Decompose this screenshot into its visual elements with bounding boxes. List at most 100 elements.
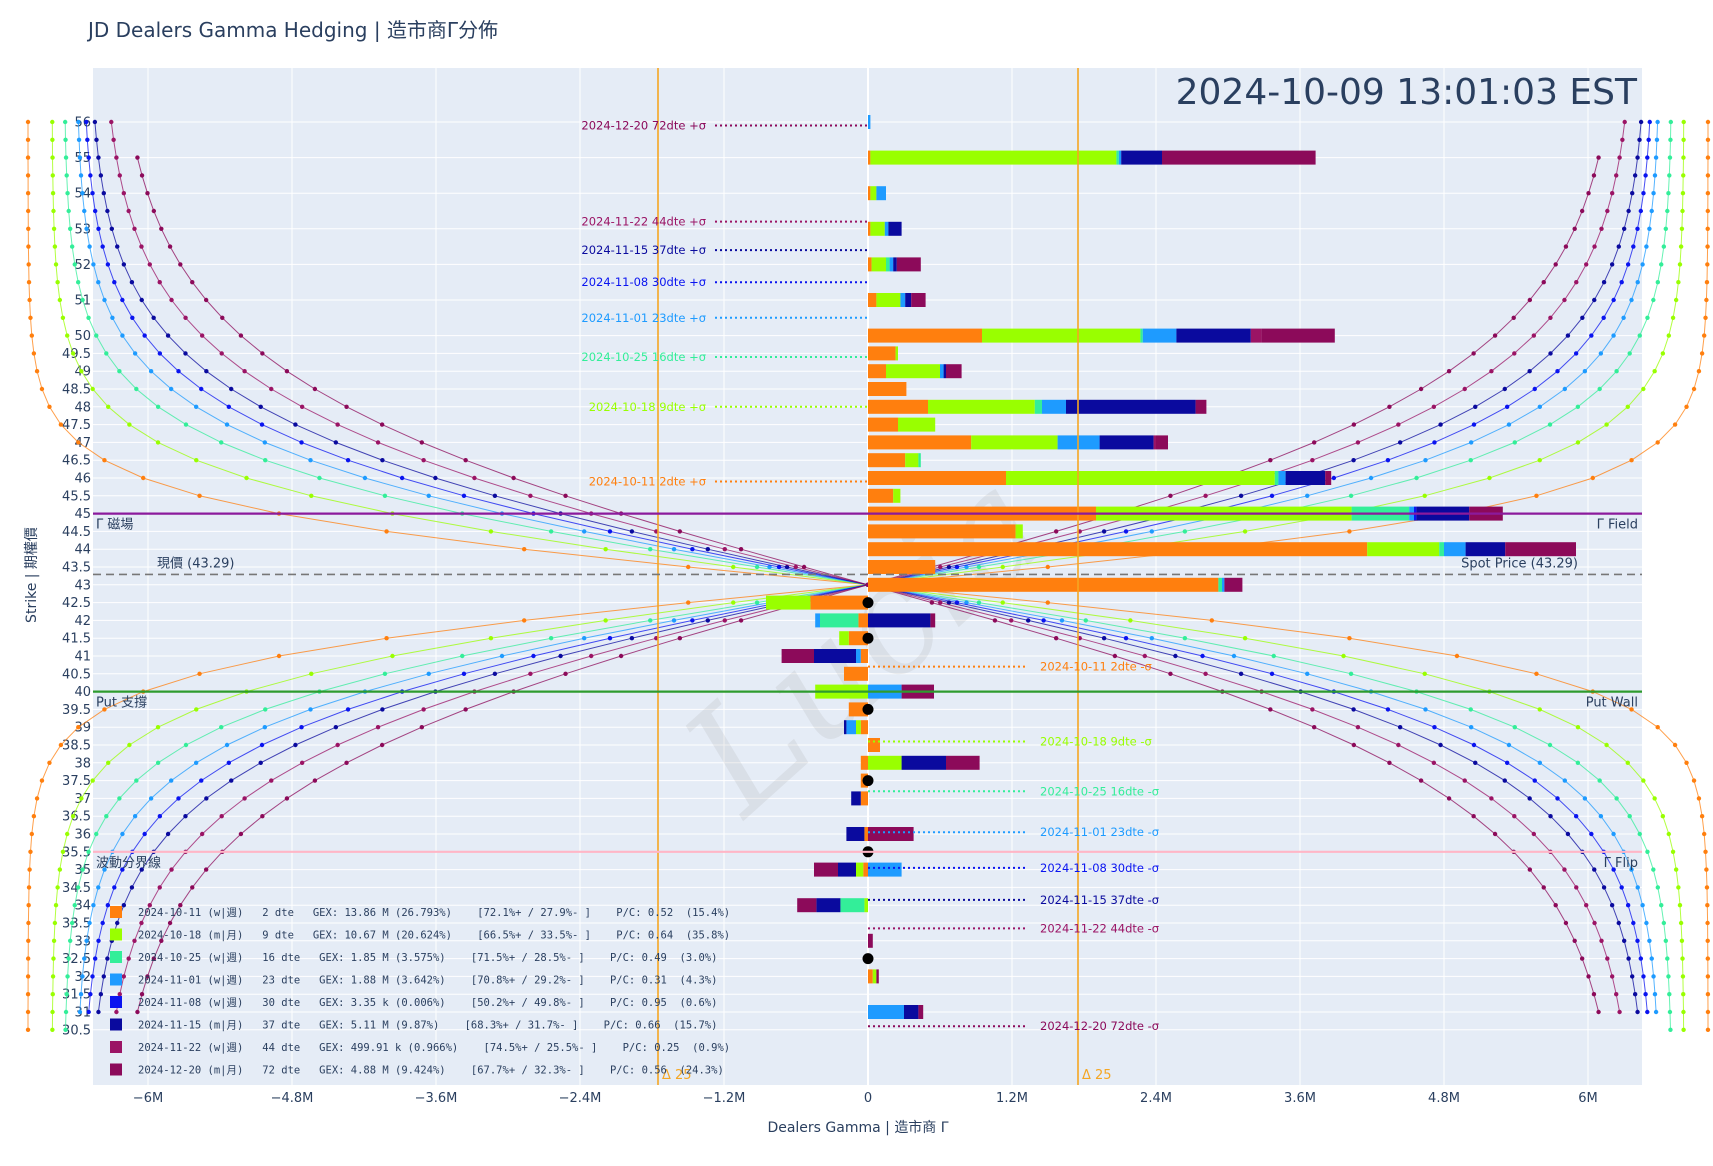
delta25-label: Δ 25 [1082, 1068, 1112, 1083]
profile-point [25, 119, 31, 125]
profile-point [100, 244, 105, 249]
profile-point [1680, 208, 1685, 214]
strike-tick-label: 37.5 [62, 774, 91, 789]
profile-point [1611, 867, 1616, 872]
profile-point [1123, 636, 1129, 641]
profile-point [94, 333, 99, 338]
profile-point [1696, 369, 1702, 374]
profile-point [1489, 369, 1494, 374]
y-axis-title: Strike | 期權價 [23, 527, 40, 623]
gex-bar [893, 257, 897, 272]
profile-point [26, 226, 31, 231]
profile-point [531, 653, 536, 659]
profile-point [1635, 155, 1640, 160]
profile-point [190, 885, 195, 890]
profile-point [648, 547, 653, 552]
sigma-label: 2024-11-08 30dte +σ [581, 275, 706, 289]
profile-point [1331, 475, 1337, 481]
profile-point [60, 849, 66, 854]
profile-point [165, 333, 171, 338]
profile-point [492, 671, 498, 676]
x-tick-label: −3.6M [415, 1091, 458, 1106]
profile-point [26, 280, 32, 285]
profile-point [1355, 725, 1361, 730]
profile-point [1676, 885, 1681, 890]
profile-point [1527, 297, 1533, 303]
profile-point [204, 369, 209, 374]
chart-title: JD Dealers Gamma Hedging | 造市商Γ分佈 [88, 18, 499, 42]
profile-point [121, 903, 127, 908]
x-tick-label: −1.2M [703, 1091, 746, 1106]
profile-point [754, 600, 760, 605]
profile-point [472, 475, 477, 481]
gex-bar [1444, 542, 1466, 557]
profile-point [1592, 867, 1597, 872]
x-tick-label: 0 [864, 1091, 872, 1106]
profile-point [53, 903, 59, 908]
profile-point [139, 867, 144, 872]
profile-point [50, 974, 56, 979]
profile-point [1053, 636, 1059, 641]
profile-point [1609, 191, 1615, 196]
profile-point [50, 992, 55, 997]
profile-point [754, 564, 760, 570]
profile-point [738, 547, 744, 552]
profile-point [1705, 119, 1711, 125]
profile-point [1631, 244, 1636, 249]
profile-point [88, 992, 93, 997]
strike-tick-label: 39.5 [62, 703, 91, 718]
profile-point [26, 262, 31, 267]
gex-bar [868, 186, 871, 201]
gex-bar [1367, 542, 1440, 557]
profile-point [1562, 386, 1568, 392]
gex-bar [868, 257, 872, 272]
profile-point [52, 920, 58, 926]
profile-point [1655, 440, 1660, 445]
profile-point [1705, 137, 1711, 142]
profile-point [1632, 173, 1638, 178]
profile-point [90, 778, 95, 783]
gex-bar [895, 346, 898, 361]
profile-point [1468, 458, 1473, 463]
profile-point [976, 564, 982, 570]
gex-bar [1006, 471, 1275, 485]
profile-point [1629, 458, 1634, 463]
profile-point [1621, 226, 1627, 231]
profile-point [141, 475, 146, 481]
gex-bar [896, 257, 921, 272]
profile-point [1609, 903, 1615, 908]
profile-point [121, 262, 127, 267]
profile-point [85, 137, 90, 142]
profile-point [1691, 778, 1697, 783]
profile-point [1532, 386, 1537, 392]
strike-tick-label: 38.5 [62, 739, 91, 754]
profile-point [1351, 742, 1357, 748]
profile-point [52, 244, 58, 249]
profile-point [581, 636, 587, 641]
profile-point [1471, 422, 1477, 427]
profile-point [65, 831, 70, 837]
profile-point [1704, 297, 1709, 303]
profile-point [78, 992, 84, 997]
profile-point [117, 369, 122, 374]
profile-point [784, 564, 790, 570]
profile-point [92, 208, 98, 214]
profile-point [1446, 369, 1452, 374]
profile-point [1268, 458, 1273, 463]
gex-bar [871, 257, 886, 272]
profile-point [132, 226, 137, 231]
sigma-label: 2024-10-25 16dte -σ [1040, 784, 1159, 798]
profile-point [362, 475, 368, 481]
profile-point [1630, 974, 1635, 979]
profile-point [1531, 333, 1537, 338]
profile-point [1601, 280, 1607, 285]
gex-bar [856, 720, 861, 735]
profile-point [50, 191, 56, 196]
profile-point [1651, 297, 1656, 303]
profile-point [618, 653, 624, 659]
profile-point [25, 208, 31, 214]
profile-point [581, 529, 587, 534]
profile-point [1506, 742, 1512, 748]
reference-label-left: 波動分界線 [96, 855, 161, 871]
profile-point [1532, 778, 1537, 783]
